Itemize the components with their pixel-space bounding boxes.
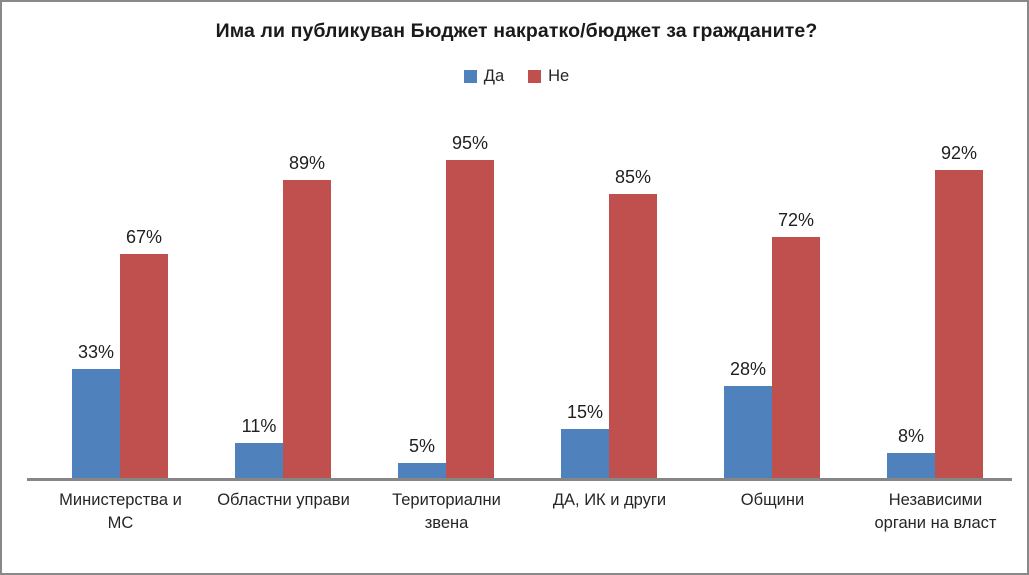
bar-rect[interactable] bbox=[887, 453, 935, 480]
legend-label-ne: Не bbox=[548, 67, 570, 85]
bar-da[interactable]: 28% bbox=[724, 102, 772, 480]
bar-ne[interactable]: 72% bbox=[772, 102, 820, 480]
bar-value-label: 89% bbox=[288, 153, 326, 173]
bar-group: 15% 85% bbox=[528, 102, 691, 480]
bar-ne[interactable]: 67% bbox=[120, 102, 168, 480]
category-label-line: МС bbox=[107, 513, 134, 532]
bar-value-label: 72% bbox=[777, 210, 815, 230]
legend-label-da: Да bbox=[483, 67, 505, 85]
bar-da[interactable]: 11% bbox=[235, 102, 283, 480]
bar-da[interactable]: 33% bbox=[72, 102, 120, 480]
bar-value-label: 11% bbox=[241, 416, 277, 436]
category-label-line: органи на власт bbox=[874, 513, 997, 532]
category-axis-line bbox=[27, 478, 1012, 481]
category-label-line: Общини bbox=[740, 491, 805, 509]
bar-group: 8% 92% bbox=[854, 102, 1017, 480]
bar-rect[interactable] bbox=[609, 194, 657, 480]
legend-item-ne[interactable]: Не bbox=[528, 68, 569, 85]
bar-ne[interactable]: 95% bbox=[446, 102, 494, 480]
legend-swatch-da-icon bbox=[463, 69, 477, 83]
category-label: Общини bbox=[691, 489, 854, 512]
bar-rect[interactable] bbox=[561, 429, 609, 480]
bar-value-label: 8% bbox=[897, 426, 924, 446]
bar-rect[interactable] bbox=[446, 160, 494, 480]
bar-group: 28% 72% bbox=[691, 102, 854, 480]
category-label-line: звена bbox=[424, 513, 469, 532]
bar-rect[interactable] bbox=[935, 170, 983, 480]
category-label-line: Областни управи bbox=[217, 491, 350, 509]
bar-rect[interactable] bbox=[72, 369, 120, 480]
bar-ne[interactable]: 85% bbox=[609, 102, 657, 480]
bar-da[interactable]: 15% bbox=[561, 102, 609, 480]
bar-group: 11% 89% bbox=[202, 102, 365, 480]
bar-ne[interactable]: 89% bbox=[283, 102, 331, 480]
category-label: ДА, ИК и други bbox=[528, 489, 691, 512]
legend-item-da[interactable]: Да bbox=[463, 67, 505, 85]
chart-legend: Да Не bbox=[2, 67, 1027, 85]
category-label: Министерства и МС bbox=[39, 489, 202, 535]
category-axis-labels: Министерства и МС Областни управи Териториа… bbox=[27, 489, 1012, 559]
bar-rect[interactable] bbox=[120, 254, 168, 480]
bar-da[interactable]: 8% bbox=[887, 102, 935, 480]
category-label: Независими органи на власт bbox=[854, 489, 1017, 535]
plot-area: 33% 67% 11% 89% 5% 95% 15% 85% 28% 72% 8% 92% bbox=[27, 102, 1012, 480]
bar-rect[interactable] bbox=[283, 180, 331, 480]
category-label: Областни управи bbox=[202, 489, 365, 512]
bar-value-label: 33% bbox=[77, 342, 115, 362]
bar-value-label: 92% bbox=[940, 143, 978, 163]
bar-da[interactable]: 5% bbox=[398, 102, 446, 480]
category-label-line: Териториални bbox=[392, 491, 501, 509]
category-label-line: Независими bbox=[888, 491, 983, 509]
chart-title: Има ли публикуван Бюджет накратко/бюджет… bbox=[215, 20, 818, 42]
bar-value-label: 85% bbox=[614, 167, 652, 187]
bar-rect[interactable] bbox=[724, 386, 772, 480]
bar-group: 5% 95% bbox=[365, 102, 528, 480]
bar-rect[interactable] bbox=[398, 463, 446, 480]
bar-value-label: 95% bbox=[451, 133, 489, 153]
category-label-line: Министерства и bbox=[59, 491, 182, 509]
category-label-line: ДА, ИК и други bbox=[552, 491, 667, 509]
bar-value-label: 67% bbox=[125, 227, 163, 247]
bar-group: 33% 67% bbox=[39, 102, 202, 480]
bar-rect[interactable] bbox=[235, 443, 283, 480]
bar-value-label: 15% bbox=[566, 402, 604, 422]
bar-value-label: 28% bbox=[729, 359, 767, 379]
bar-value-label: 5% bbox=[408, 436, 435, 456]
category-label: Териториални звена bbox=[365, 489, 528, 535]
legend-swatch-ne-icon bbox=[528, 69, 542, 83]
bar-ne[interactable]: 92% bbox=[935, 102, 983, 480]
bar-rect[interactable] bbox=[772, 237, 820, 480]
